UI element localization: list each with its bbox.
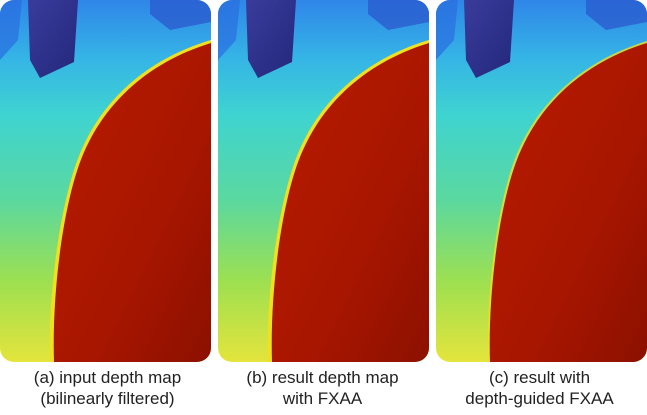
panel-c-depth-image <box>436 0 647 362</box>
caption-c-line2: depth-guided FXAA <box>465 389 614 408</box>
left-dark-region <box>218 0 240 60</box>
caption-c: (c) result with depth-guided FXAA <box>432 367 647 409</box>
sphere-body <box>489 43 647 362</box>
caption-b-line2: with FXAA <box>282 389 363 408</box>
sphere-body <box>271 43 429 362</box>
top-right-object <box>150 0 211 30</box>
panel-c-depth-map <box>436 0 647 362</box>
caption-a-line2: (bilinearly filtered) <box>40 389 175 408</box>
caption-c-line1: (c) result with <box>488 368 591 387</box>
panel-a-depth-map <box>0 0 211 362</box>
panel-b-depth-image <box>218 0 429 362</box>
top-right-object <box>586 0 647 30</box>
sphere-body <box>53 43 211 362</box>
top-right-object <box>368 0 429 30</box>
panel-b-depth-map <box>218 0 429 362</box>
left-dark-region <box>436 0 458 60</box>
caption-b: (b) result depth map with FXAA <box>215 367 430 409</box>
navy-object <box>28 0 78 78</box>
caption-a-line1: (a) input depth map <box>33 368 182 387</box>
left-dark-region <box>0 0 22 60</box>
caption-b-line1: (b) result depth map <box>246 368 399 387</box>
navy-object <box>464 0 514 78</box>
navy-object <box>246 0 296 78</box>
caption-a: (a) input depth map (bilinearly filtered… <box>0 367 215 409</box>
panel-a-depth-image <box>0 0 211 362</box>
